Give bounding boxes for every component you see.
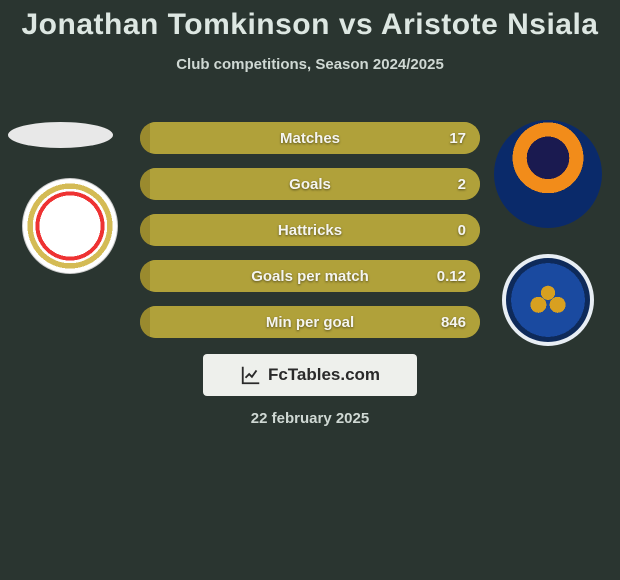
stats-container: 17Matches 2Goals 0Hattricks 0.12Goals per m… [140,122,480,338]
subtitle: Club competitions, Season 2024/2025 [0,56,620,73]
player1-name: Jonathan Tomkinson [22,8,330,41]
stat-value-right: 17 [449,130,466,147]
stat-value-right: 846 [441,314,466,331]
stat-bar-left [140,168,150,200]
player2-name: Aristote Nsiala [381,8,599,41]
stat-row: 0Hattricks [140,214,480,246]
stat-bar-left [140,214,150,246]
player2-photo [494,120,602,228]
comparison-title: Jonathan Tomkinson vs Aristote Nsiala [0,0,620,42]
stat-bar-right: 0.12 [150,260,480,292]
brand-box[interactable]: FcTables.com [203,354,417,396]
stat-bar-right: 0 [150,214,480,246]
player2-club-badge [502,254,594,346]
player1-club-badge [22,178,118,274]
stat-row: 846Min per goal [140,306,480,338]
vs-text: vs [339,8,373,41]
stat-bar-left [140,122,150,154]
stat-bar-right: 2 [150,168,480,200]
stat-row: 17Matches [140,122,480,154]
stat-bar-left [140,306,150,338]
stat-value-right: 0.12 [437,268,466,285]
stat-row: 0.12Goals per match [140,260,480,292]
stat-row: 2Goals [140,168,480,200]
stat-bar-right: 846 [150,306,480,338]
stat-bar-left [140,260,150,292]
date-text: 22 february 2025 [0,410,620,427]
stat-value-right: 2 [458,176,466,193]
player1-photo [8,122,113,148]
brand-text: FcTables.com [268,365,380,385]
chart-icon [240,364,262,386]
stat-bar-right: 17 [150,122,480,154]
stat-value-right: 0 [458,222,466,239]
